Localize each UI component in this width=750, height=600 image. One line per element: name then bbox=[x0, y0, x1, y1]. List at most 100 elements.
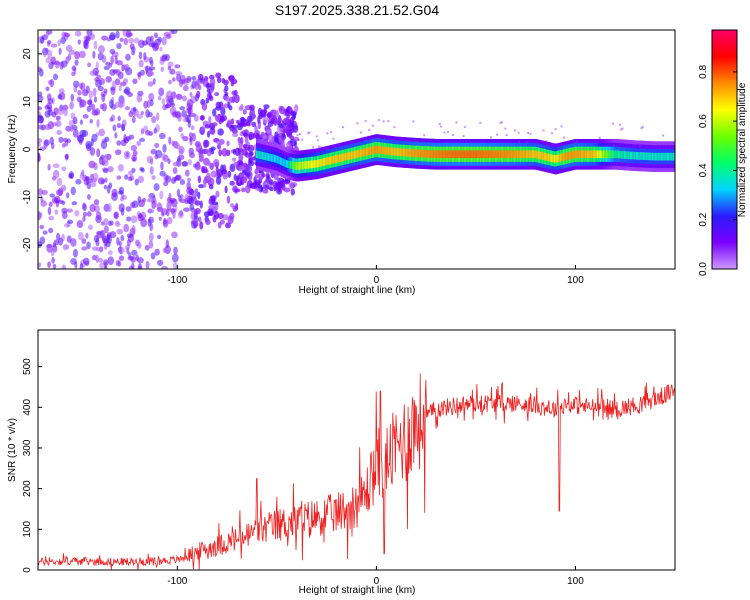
heatmap-cell bbox=[89, 180, 97, 188]
heatmap-cell bbox=[150, 60, 154, 67]
heatmap-cell bbox=[42, 230, 48, 235]
heatmap-cell bbox=[124, 106, 131, 111]
heatmap-cell bbox=[312, 146, 315, 149]
heatmap-cell bbox=[38, 262, 42, 268]
heatmap-cell bbox=[56, 129, 62, 135]
heatmap-cell bbox=[86, 30, 93, 36]
heatmap-cell bbox=[58, 47, 62, 56]
heatmap-cell bbox=[197, 175, 202, 184]
heatmap-cell bbox=[233, 94, 240, 104]
heatmap-cell bbox=[188, 132, 194, 138]
heatmap-cell bbox=[88, 160, 96, 169]
heatmap-cell bbox=[118, 190, 124, 195]
heatmap-cell bbox=[91, 133, 98, 143]
heatmap-cell bbox=[161, 36, 167, 46]
heatmap-cell bbox=[161, 265, 169, 269]
heatmap-cell bbox=[179, 106, 186, 111]
heatmap-cell bbox=[275, 137, 280, 143]
heatmap-cell bbox=[150, 148, 158, 155]
heatmap-cell bbox=[98, 77, 106, 86]
heatmap-cell bbox=[105, 76, 112, 83]
heatmap-cell bbox=[316, 139, 319, 142]
heatmap-cell bbox=[187, 177, 192, 182]
heatmap-cell bbox=[226, 95, 230, 104]
heatmap-cell bbox=[172, 77, 176, 82]
heatmap-cell bbox=[207, 161, 212, 167]
heatmap-cell bbox=[423, 134, 426, 137]
heatmap-cell bbox=[94, 77, 100, 82]
heatmap-cell bbox=[57, 39, 61, 47]
heatmap-cell bbox=[190, 125, 195, 131]
heatmap-cell bbox=[546, 143, 549, 146]
heatmap-cell bbox=[106, 203, 112, 213]
heatmap-cell bbox=[261, 173, 266, 178]
heatmap-cell bbox=[455, 121, 458, 124]
heatmap-cell bbox=[215, 101, 222, 109]
heatmap-cell bbox=[266, 173, 270, 180]
heatmap-cell bbox=[63, 108, 68, 117]
heatmap-cell bbox=[201, 126, 206, 131]
heatmap-cell bbox=[318, 145, 321, 148]
heatmap-cell bbox=[93, 96, 98, 103]
heatmap-cell bbox=[181, 109, 187, 118]
heatmap-cell bbox=[79, 119, 83, 126]
heatmap-cell bbox=[245, 172, 251, 177]
heatmap-cell bbox=[147, 111, 153, 118]
heatmap-cell bbox=[274, 131, 279, 139]
heatmap-cell bbox=[46, 93, 52, 101]
heatmap-cell bbox=[166, 208, 170, 217]
heatmap-cell bbox=[130, 255, 136, 263]
heatmap-cell bbox=[174, 64, 181, 69]
heatmap-cell bbox=[39, 36, 45, 44]
heatmap-cell bbox=[137, 175, 145, 184]
heatmap-cell bbox=[159, 46, 163, 52]
heatmap-cell bbox=[185, 114, 189, 123]
heatmap-cell bbox=[98, 128, 106, 137]
heatmap-cell bbox=[67, 219, 74, 225]
heatmap-cell bbox=[109, 220, 114, 226]
heatmap-cell bbox=[269, 186, 274, 192]
heatmap-cell bbox=[130, 215, 138, 224]
heatmap-cell bbox=[226, 140, 230, 147]
heatmap-cell bbox=[204, 124, 211, 129]
heatmap-cell bbox=[209, 77, 216, 87]
heatmap-cell bbox=[307, 132, 310, 135]
heatmap-cell bbox=[178, 148, 184, 157]
heatmap-cell bbox=[172, 167, 178, 175]
heatmap-cell bbox=[151, 175, 156, 180]
heatmap-cell bbox=[71, 71, 76, 77]
heatmap-cell bbox=[198, 148, 204, 155]
heatmap-cell bbox=[121, 123, 126, 132]
heatmap-cell bbox=[463, 126, 466, 129]
heatmap-cell bbox=[232, 132, 239, 138]
heatmap-marks bbox=[38, 30, 675, 269]
heatmap-cell bbox=[95, 211, 102, 220]
heatmap-cell bbox=[249, 151, 254, 156]
heatmap-cell bbox=[356, 122, 359, 125]
heatmap-cell bbox=[110, 55, 114, 65]
heatmap-cell bbox=[417, 141, 420, 144]
spectrogram-x-tick-label: 100 bbox=[567, 275, 584, 286]
heatmap-cell bbox=[123, 133, 127, 143]
heatmap-cell bbox=[107, 256, 114, 266]
heatmap-cell bbox=[222, 214, 229, 221]
heatmap-cell bbox=[131, 249, 138, 256]
colorbar-frame bbox=[711, 29, 738, 270]
heatmap-cell bbox=[45, 86, 50, 92]
heatmap-cell bbox=[621, 127, 624, 130]
heatmap-cell bbox=[641, 125, 644, 128]
heatmap-cell bbox=[203, 139, 210, 148]
snr-series-line bbox=[38, 373, 675, 570]
heatmap-cell bbox=[224, 185, 228, 194]
heatmap-cell bbox=[215, 72, 222, 79]
heatmap-cell bbox=[45, 30, 50, 37]
heatmap-cell bbox=[103, 184, 108, 190]
heatmap-cell bbox=[160, 161, 164, 171]
heatmap-cell bbox=[174, 174, 181, 181]
heatmap-cell bbox=[50, 56, 56, 64]
heatmap-cell bbox=[104, 136, 110, 143]
heatmap-cell bbox=[88, 90, 93, 99]
heatmap-cell bbox=[113, 211, 119, 220]
heatmap-cell bbox=[173, 246, 178, 255]
heatmap-cell bbox=[439, 125, 442, 128]
